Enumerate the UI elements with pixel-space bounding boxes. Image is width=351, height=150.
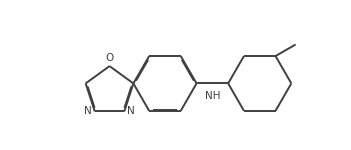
Text: N: N — [127, 106, 135, 116]
Text: O: O — [105, 53, 114, 63]
Text: NH: NH — [205, 91, 220, 101]
Text: N: N — [84, 106, 92, 116]
